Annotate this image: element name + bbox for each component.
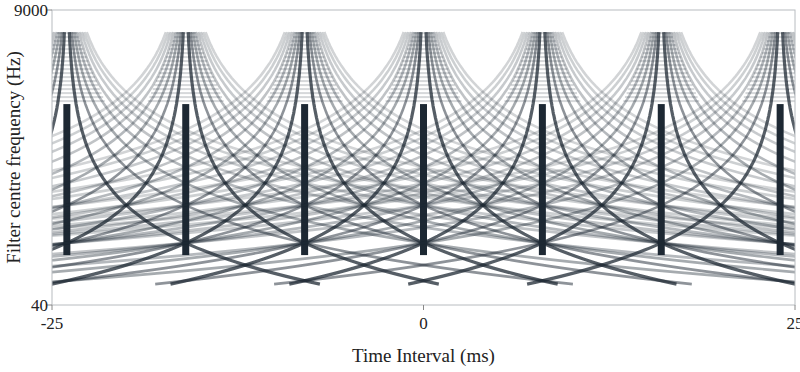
- faint-stripe: [154, 84, 217, 86]
- faint-stripe: [633, 76, 689, 78]
- ridge-core: [301, 104, 308, 255]
- faint-stripe: [153, 88, 219, 90]
- faint-stripe: [280, 68, 330, 70]
- faint-stripe: [397, 72, 450, 74]
- faint-stripe: [640, 60, 683, 62]
- faint-stripe: [278, 72, 331, 74]
- faint-stripe: [407, 48, 440, 50]
- faint-stripe: [156, 80, 215, 82]
- faint-stripe: [164, 60, 207, 62]
- striation: [681, 32, 795, 284]
- striation: [52, 32, 765, 284]
- striation: [52, 32, 404, 284]
- striation: [790, 32, 795, 284]
- faint-stripe: [400, 64, 446, 66]
- faint-stripe: [636, 68, 686, 70]
- faint-stripe: [509, 88, 575, 90]
- striation: [52, 32, 411, 284]
- striation: [52, 32, 416, 284]
- faint-stripe: [524, 52, 560, 54]
- striation: [52, 32, 406, 284]
- striation: [676, 32, 795, 284]
- faint-stripe: [630, 84, 693, 86]
- ridge-faint: [504, 32, 580, 102]
- striation: [315, 32, 796, 284]
- faint-stripe: [277, 76, 333, 78]
- ridge-core: [658, 104, 665, 255]
- frame: [52, 10, 795, 305]
- faint-stripe: [402, 60, 445, 62]
- y-axis-label: Filter centre frequency (Hz): [3, 51, 25, 264]
- faint-stripe: [511, 84, 574, 86]
- y-tick-label: 9000: [14, 1, 48, 20]
- faint-stripe: [523, 56, 563, 58]
- chart: -25 0 25 40 9000 Time Interval (ms) Filter cen…: [0, 0, 800, 372]
- faint-stripe: [516, 72, 569, 74]
- faint-stripe: [168, 52, 204, 54]
- faint-stripe: [404, 56, 444, 58]
- faint-stripe: [643, 52, 679, 54]
- faint-stripe: [521, 60, 564, 62]
- faint-stripe: [399, 68, 449, 70]
- faint-stripe: [275, 80, 334, 82]
- striation: [785, 32, 795, 284]
- faint-stripe: [518, 68, 568, 70]
- faint-stripe: [632, 80, 691, 82]
- y-tick-label: 40: [31, 296, 48, 315]
- faint-stripe: [158, 76, 214, 78]
- x-tick-label: 0: [419, 314, 428, 333]
- x-axis-label: Time Interval (ms): [352, 345, 495, 367]
- faint-stripe: [273, 84, 336, 86]
- x-tick: [52, 305, 53, 310]
- striation: [52, 32, 768, 284]
- striation: [52, 32, 414, 284]
- striation: [52, 32, 760, 284]
- ridge-faint: [148, 32, 224, 102]
- striation: [82, 32, 795, 284]
- striation: [52, 32, 763, 284]
- faint-stripe: [742, 100, 795, 102]
- x-tick-label: -25: [41, 314, 64, 333]
- faint-stripe: [286, 52, 322, 54]
- faint-stripe: [513, 80, 572, 82]
- striation: [79, 32, 795, 284]
- faint-stripe: [395, 76, 451, 78]
- ridge-core: [420, 104, 427, 255]
- faint-stripe: [514, 76, 570, 78]
- faint-stripe: [166, 56, 206, 58]
- faint-stripe: [405, 52, 441, 54]
- faint-stripe: [163, 64, 209, 66]
- ridge-faint: [386, 32, 462, 102]
- striation: [552, 32, 795, 284]
- striation: [679, 32, 795, 284]
- striation: [52, 32, 409, 284]
- faint-stripe: [519, 64, 565, 66]
- ridge-faint: [623, 32, 699, 102]
- faint-stripe: [159, 72, 212, 74]
- x-tick-label: 25: [787, 314, 800, 333]
- plot-area: [52, 32, 795, 284]
- faint-stripe: [283, 60, 326, 62]
- faint-stripe: [394, 80, 453, 82]
- faint-stripe: [392, 84, 455, 86]
- x-tick: [795, 305, 796, 310]
- ridge-faint: [267, 32, 343, 102]
- faint-stripe: [281, 64, 327, 66]
- faint-stripe: [638, 64, 684, 66]
- faint-stripe: [390, 88, 456, 90]
- faint-stripe: [52, 100, 105, 102]
- faint-stripe: [641, 56, 681, 58]
- faint-stripe: [161, 68, 211, 70]
- striation: [788, 32, 795, 284]
- striation: [274, 32, 775, 284]
- faint-stripe: [628, 88, 694, 90]
- ridge-core: [539, 104, 546, 255]
- faint-stripe: [285, 56, 325, 58]
- x-tick: [423, 305, 424, 310]
- faint-stripe: [272, 88, 338, 90]
- faint-stripe: [635, 72, 688, 74]
- ridge-core: [777, 104, 784, 255]
